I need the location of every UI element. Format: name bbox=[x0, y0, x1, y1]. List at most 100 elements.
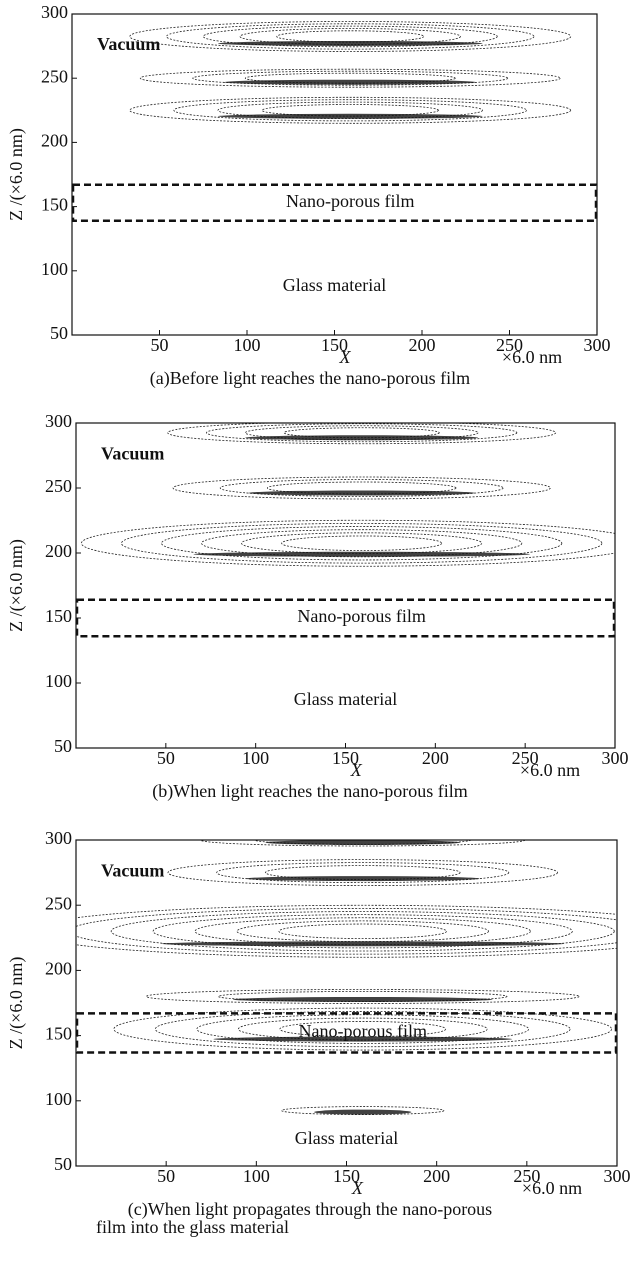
caption: (a)Before light reaches the nano-porous … bbox=[150, 368, 470, 389]
x-tick-label: 200 bbox=[409, 335, 436, 355]
contour-line bbox=[200, 840, 526, 847]
contour-line bbox=[278, 923, 447, 939]
caption: (b)When light reaches the nano-porous fi… bbox=[152, 781, 467, 802]
y-tick-label: 50 bbox=[54, 736, 72, 756]
contour-dense bbox=[245, 876, 480, 882]
film-region bbox=[75, 598, 616, 638]
contour-line bbox=[172, 476, 551, 500]
contour-line bbox=[173, 99, 528, 122]
y-tick-label: 250 bbox=[45, 893, 72, 913]
contour-plot: 50 100 150 200 250 300 50 100 150 200 250 300 Vacuum… bbox=[6, 828, 631, 1237]
contour-line bbox=[129, 21, 572, 52]
annotation: Vacuum bbox=[97, 34, 160, 54]
x-axis-label: X bbox=[351, 1178, 364, 1198]
contour-line bbox=[192, 70, 509, 86]
x-tick-label: 200 bbox=[422, 748, 449, 768]
contour-line bbox=[241, 532, 483, 555]
contour-dense bbox=[245, 435, 479, 441]
film-region bbox=[71, 183, 598, 222]
x-tick-label: 50 bbox=[151, 335, 169, 355]
contour-dense bbox=[217, 113, 483, 119]
y-tick-label: 150 bbox=[45, 606, 72, 626]
contour-line bbox=[161, 526, 563, 561]
contour-line bbox=[194, 917, 531, 946]
x-tick-label: 300 bbox=[584, 335, 611, 355]
x-tick-label: 250 bbox=[512, 748, 539, 768]
contour-line bbox=[206, 423, 518, 443]
y-tick-label: 100 bbox=[41, 259, 68, 279]
x-tick-label: 50 bbox=[157, 1166, 175, 1186]
x-tick-label: 150 bbox=[332, 748, 359, 768]
contour-dense bbox=[217, 40, 483, 46]
film-region bbox=[75, 1012, 618, 1054]
y-tick-label: 300 bbox=[45, 411, 72, 431]
contour-line bbox=[237, 1017, 488, 1041]
y-tick-label: 300 bbox=[45, 828, 72, 848]
x-axis-unit: ×6.0 nm bbox=[522, 1178, 582, 1198]
x-tick-label: 300 bbox=[602, 748, 629, 768]
x-axis-label: X bbox=[339, 347, 352, 367]
annotation: Vacuum bbox=[101, 444, 164, 464]
contour-dense bbox=[213, 1036, 513, 1042]
y-tick-label: 300 bbox=[41, 2, 68, 22]
annotation: Nano-porous film bbox=[298, 1021, 426, 1041]
annotation: Nano-porous film bbox=[297, 606, 425, 626]
x-axis-unit: ×6.0 nm bbox=[520, 760, 580, 780]
contour-line bbox=[196, 1014, 530, 1044]
contour-line bbox=[154, 1011, 571, 1048]
contour-line bbox=[276, 30, 425, 43]
caption: film into the glass material bbox=[96, 1217, 289, 1237]
y-tick-label: 200 bbox=[45, 959, 72, 979]
contour-lines bbox=[76, 840, 617, 1115]
y-tick-label: 250 bbox=[41, 66, 68, 86]
contour-line bbox=[81, 519, 615, 567]
y-tick-label: 100 bbox=[45, 671, 72, 691]
x-tick-label: 100 bbox=[243, 1166, 270, 1186]
y-axis-label: Z /(×6.0 nm) bbox=[6, 957, 27, 1050]
y-axis-label: Z /(×6.0 nm) bbox=[6, 128, 27, 221]
x-tick-label: 100 bbox=[234, 335, 261, 355]
contour-plot: 50 100 150 200 250 300 50 100 150 200 250 300 Vacuum… bbox=[6, 411, 629, 802]
contour-line bbox=[167, 423, 557, 445]
x-tick-label: 250 bbox=[513, 1166, 540, 1186]
x-tick-label: 250 bbox=[496, 335, 523, 355]
x-axis-unit: ×6.0 nm bbox=[502, 347, 562, 367]
y-tick-label: 200 bbox=[45, 541, 72, 561]
contour-line bbox=[216, 862, 510, 883]
contour-line bbox=[110, 911, 615, 952]
x-tick-label: 150 bbox=[321, 335, 348, 355]
contour-line bbox=[166, 23, 535, 50]
annotation: Glass material bbox=[283, 275, 386, 295]
contour-line bbox=[201, 529, 523, 558]
y-axis-label: Z /(×6.0 nm) bbox=[6, 539, 27, 632]
x-tick-label: 300 bbox=[604, 1166, 631, 1186]
y-tick-label: 50 bbox=[50, 323, 68, 343]
contour-line bbox=[76, 908, 617, 955]
contour-dense bbox=[265, 840, 461, 845]
contour-plot: 50 100 150 200 250 300 50 100 150 200 250 300 Vacuum… bbox=[6, 2, 610, 389]
x-axis-label: X bbox=[350, 760, 363, 780]
y-tick-label: 100 bbox=[45, 1089, 72, 1109]
contour-line bbox=[121, 522, 603, 564]
annotation: Glass material bbox=[295, 1128, 398, 1148]
y-tick-label: 150 bbox=[41, 195, 68, 215]
contour-dense bbox=[224, 79, 477, 85]
y-tick-label: 50 bbox=[54, 1154, 72, 1174]
annotation: Glass material bbox=[294, 689, 397, 709]
contour-dense bbox=[232, 996, 493, 1002]
x-tick-label: 150 bbox=[333, 1166, 360, 1186]
x-tick-label: 50 bbox=[157, 748, 175, 768]
contour-line bbox=[145, 989, 580, 1004]
contour-line bbox=[152, 914, 573, 949]
y-tick-label: 150 bbox=[45, 1024, 72, 1044]
y-tick-label: 200 bbox=[41, 131, 68, 151]
contour-line bbox=[129, 96, 572, 124]
contour-line bbox=[167, 859, 558, 886]
contour-dense bbox=[248, 490, 475, 496]
y-tick-label: 250 bbox=[45, 476, 72, 496]
contour-line bbox=[281, 535, 443, 551]
contour-lines bbox=[129, 21, 572, 124]
contour-dense bbox=[314, 1109, 412, 1115]
contour-line bbox=[113, 1007, 612, 1051]
